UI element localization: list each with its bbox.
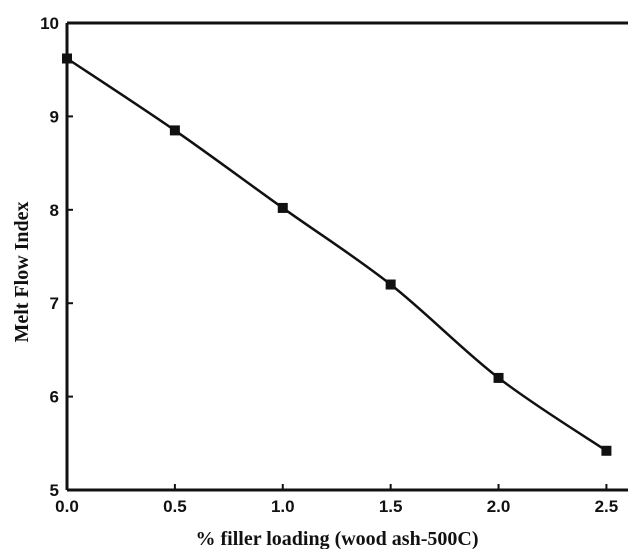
plot-frame	[65, 21, 628, 492]
x-tick-label: 0.5	[163, 497, 187, 516]
y-tick-label: 6	[50, 388, 59, 407]
x-tick-label: 0.0	[55, 497, 79, 516]
y-axis-title: Melt Flow Index	[11, 201, 33, 342]
x-tick-label: 2.5	[595, 497, 619, 516]
data-point-marker	[385, 279, 396, 290]
x-axis-title: % filler loading (wood ash-500C)	[196, 528, 479, 549]
data-point-marker	[62, 53, 72, 64]
data-point-marker	[277, 202, 288, 213]
x-tick-label: 1.5	[379, 497, 403, 516]
series-line	[66, 57, 608, 452]
y-tick-label: 5	[50, 481, 59, 500]
data-point-marker	[169, 125, 180, 136]
y-tick-label: 7	[50, 294, 59, 313]
y-tick-label: 9	[50, 107, 59, 126]
x-tick-label: 1.0	[271, 497, 295, 516]
x-axis-ticks: 0.0 0.5 1.0 1.5 2.0 2.5	[55, 484, 618, 516]
y-tick-label: 8	[50, 201, 59, 220]
y-axis-ticks: 5 6 7 8 9 10	[40, 14, 73, 500]
data-point-marker	[601, 445, 612, 456]
y-tick-label: 10	[40, 14, 59, 33]
series-layer	[62, 53, 612, 456]
data-point-marker	[493, 372, 504, 383]
x-tick-label: 2.0	[487, 497, 511, 516]
